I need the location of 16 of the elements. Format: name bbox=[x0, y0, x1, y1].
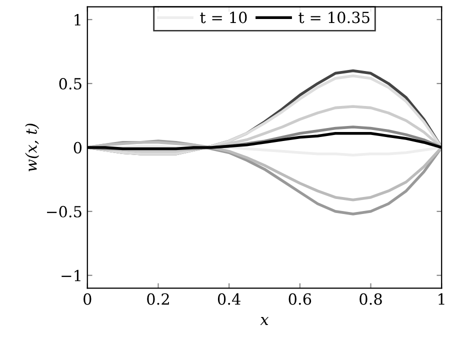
line-series bbox=[87, 140, 442, 202]
x-tick-label: 0.6 bbox=[288, 293, 312, 305]
y-tick-label: 0 bbox=[74, 142, 82, 154]
y-tick-label: −0.5 bbox=[47, 206, 82, 218]
y-tick-label: −1 bbox=[62, 270, 80, 282]
x-axis-title: x bbox=[260, 317, 269, 325]
x-tick-label: 0.4 bbox=[218, 293, 240, 305]
x-tick-label: 0.8 bbox=[360, 293, 382, 305]
text: t = 10.35 bbox=[298, 12, 370, 24]
y-axis-title: w(x, t) bbox=[25, 124, 40, 172]
x-tick-label: 1 bbox=[438, 293, 444, 305]
x-tick-label: 0.2 bbox=[147, 293, 169, 305]
y-tick-label: 1 bbox=[74, 14, 80, 26]
legend-label: t = 10 bbox=[200, 12, 247, 24]
y-tick-label: 0.5 bbox=[59, 78, 82, 90]
x-tick-label: 0 bbox=[84, 293, 92, 305]
